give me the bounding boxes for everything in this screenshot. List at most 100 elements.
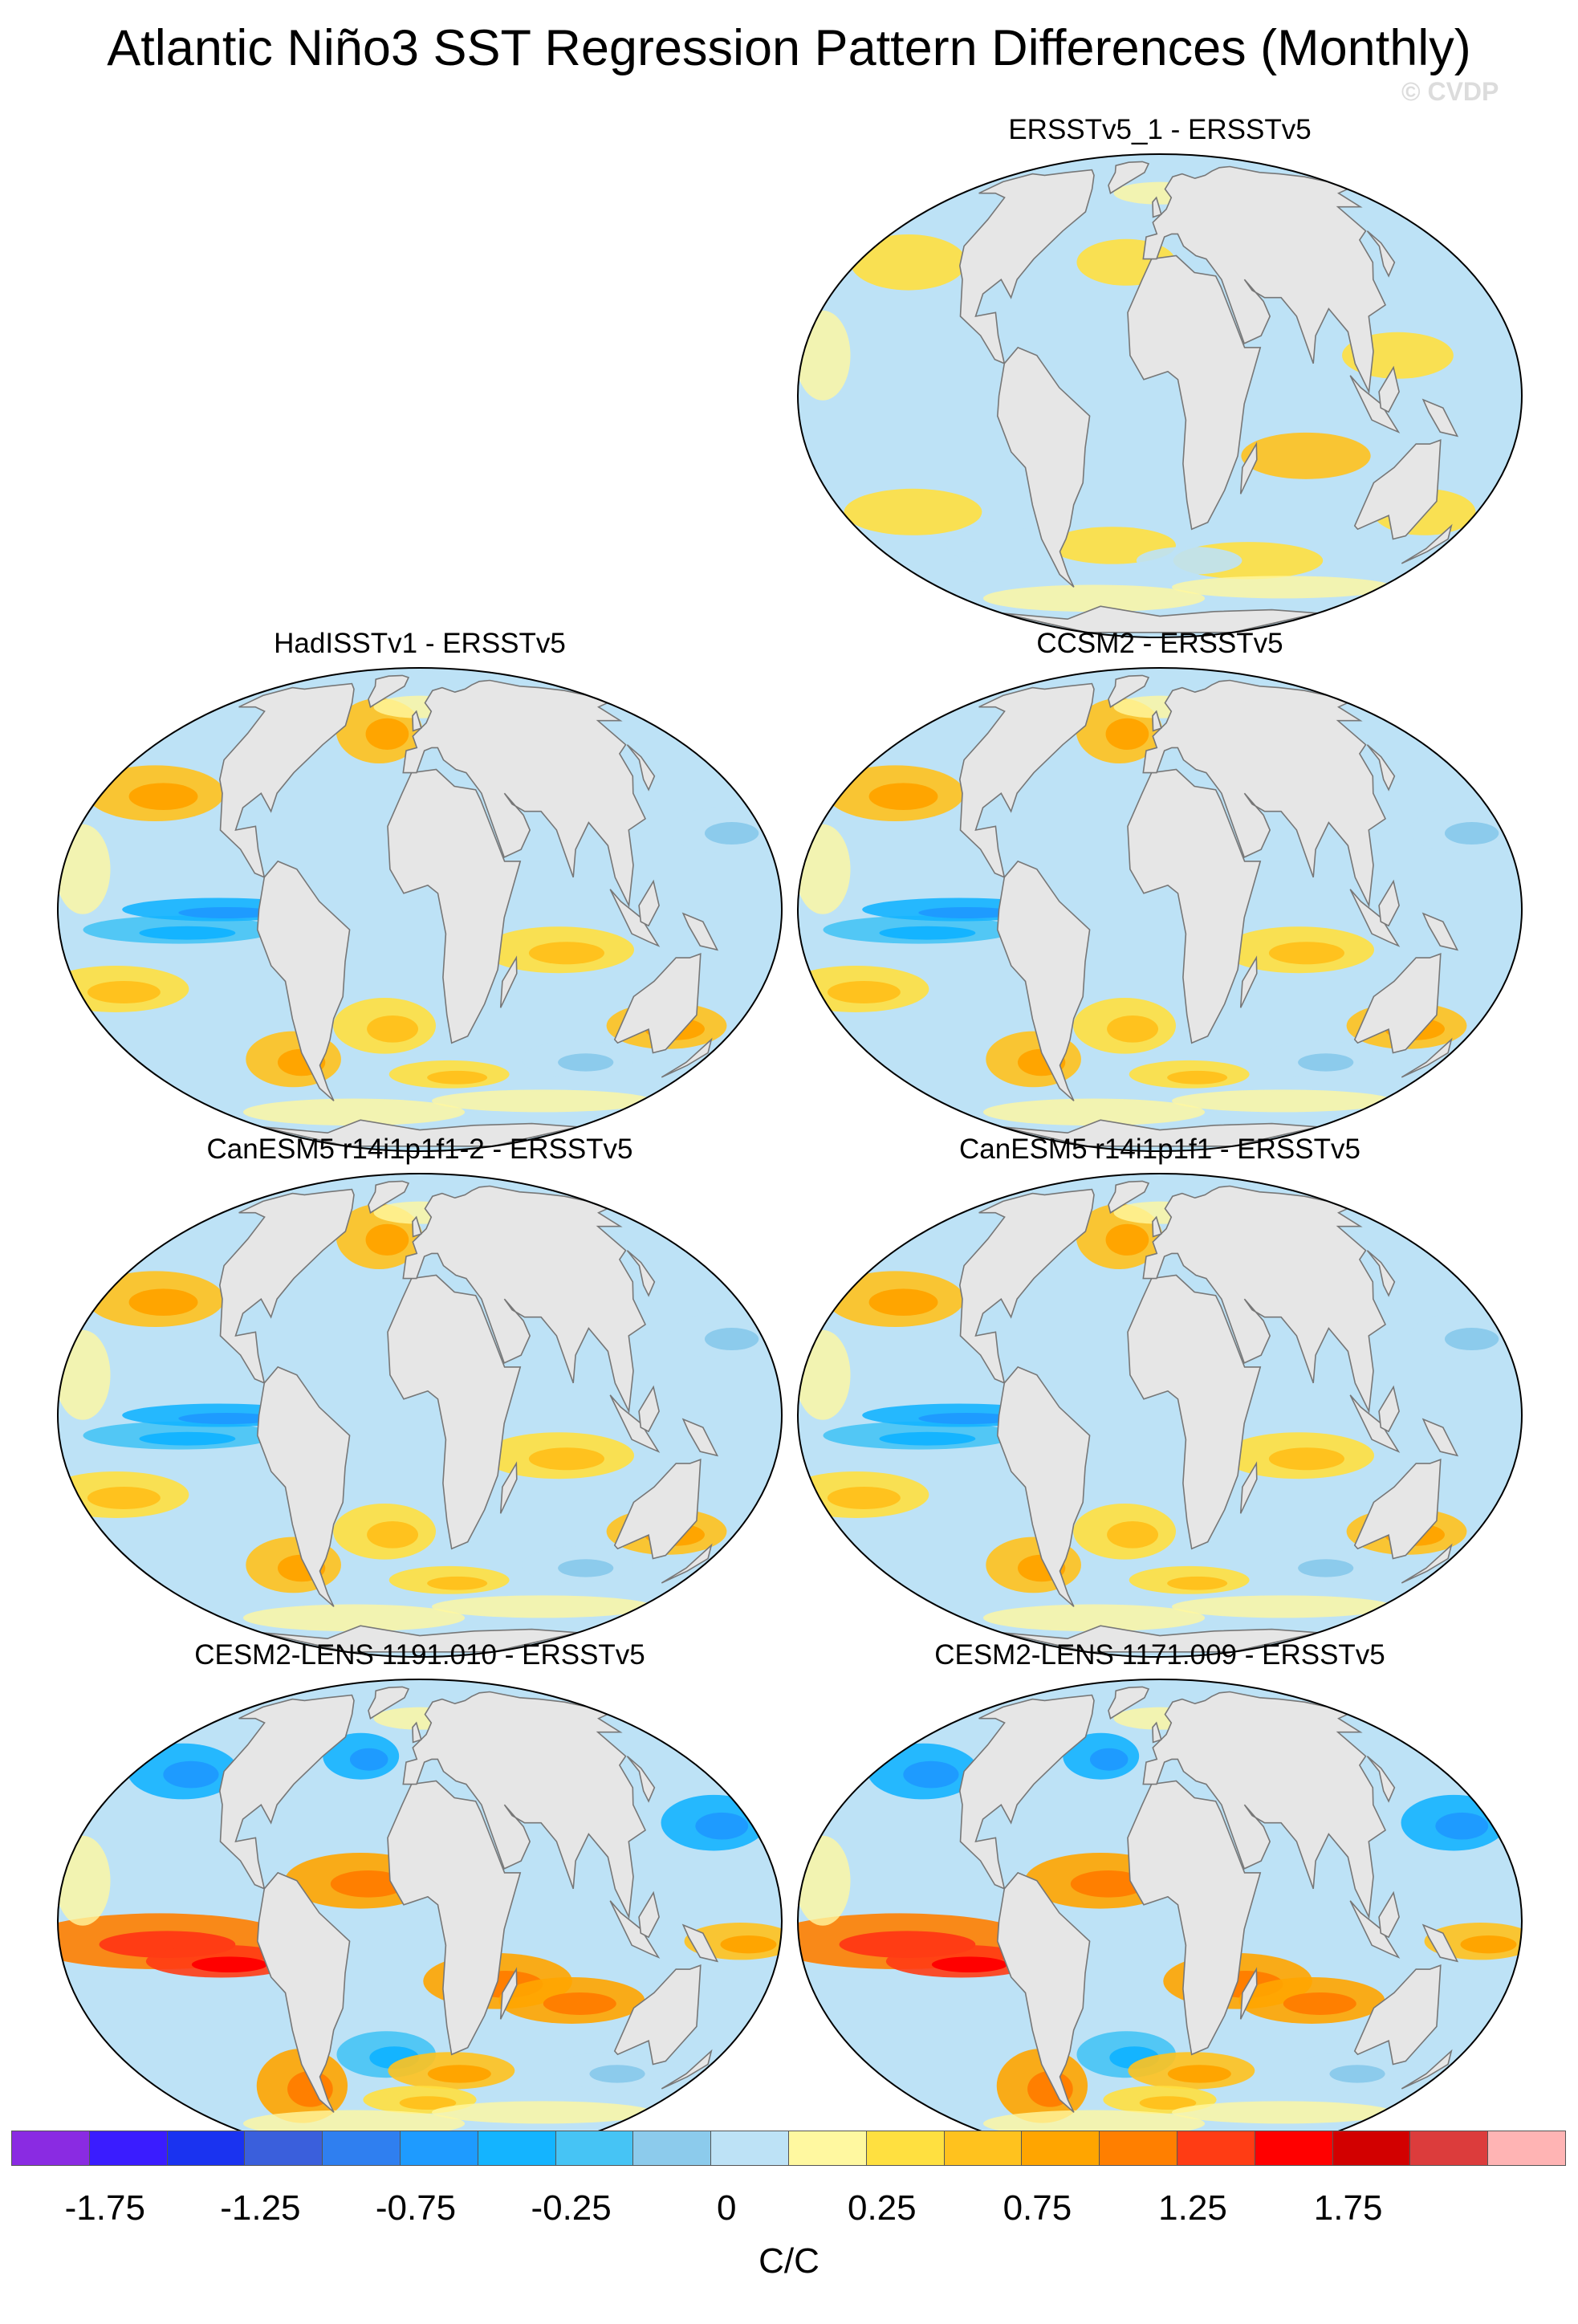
land-australia (613, 1459, 702, 1560)
copyright-watermark: © CVDP (1401, 77, 1499, 106)
anomaly-patch (432, 1089, 654, 1113)
land-britain (1152, 1721, 1162, 1744)
land-africa (1127, 254, 1262, 531)
map-cesm2-lens-1191 (57, 1679, 783, 2163)
anomaly-core (163, 1760, 219, 1789)
map-panel-5: CanESM5 r14i1p1f1 - ERSSTv5 (795, 1134, 1525, 1663)
colorbar-swatch (1254, 2131, 1333, 2166)
land-northAmerica (218, 1188, 355, 1385)
land-eurasia (1142, 1185, 1387, 1414)
panel-title: CESM2-LENS 1171.009 - ERSSTv5 (934, 1639, 1385, 1671)
land-greenland (1108, 161, 1150, 194)
land-southAmerica (256, 1366, 351, 1607)
anomaly-core (528, 942, 604, 965)
anomaly-core (1107, 1015, 1159, 1043)
colorbar-tick-label: -1.25 (220, 2188, 301, 2228)
anomaly-patch (983, 584, 1206, 613)
anomaly-core (1460, 1935, 1517, 1954)
anomaly-core (1298, 1053, 1354, 1072)
land-antarctica (1001, 605, 1319, 633)
anomaly-core (1268, 942, 1344, 965)
anomaly-core (1089, 1748, 1129, 1771)
land-newZealand (1401, 1037, 1453, 1078)
figure-title: Atlantic Niño3 SST Regression Pattern Di… (107, 20, 1471, 76)
colorbar-swatch (1487, 2131, 1566, 2166)
land-indonesia (609, 889, 661, 947)
land-antarctica (1001, 1625, 1319, 1653)
land-africa (1127, 1274, 1262, 1550)
anomaly-core (868, 783, 938, 810)
anomaly-core (879, 1431, 976, 1446)
panel-title: CCSM2 - ERSSTv5 (1036, 628, 1283, 659)
land-borneo (1378, 365, 1400, 413)
land-newGuinea (1421, 912, 1459, 951)
land-britain (412, 1215, 422, 1238)
anomaly-core (427, 1070, 488, 1085)
anomaly-core (427, 2065, 491, 2083)
land-northAmerica (218, 682, 355, 879)
colorbar-swatch (166, 2131, 246, 2166)
anomaly-patch (1172, 2101, 1394, 2124)
land-africa (387, 1780, 522, 2056)
panel-title: CESM2-LENS 1191.010 - ERSSTv5 (194, 1639, 645, 1671)
land-newGuinea (1421, 398, 1459, 438)
anomaly-patch (1172, 1595, 1394, 1618)
colorbar-tick-label: -1.75 (64, 2188, 145, 2228)
land-indonesia (1349, 375, 1401, 433)
land-southAmerica (256, 860, 351, 1101)
land-southAmerica (996, 1366, 1091, 1607)
colorbar-swatch (1332, 2131, 1411, 2166)
land-borneo (1378, 1891, 1400, 1939)
land-greenland (1108, 1180, 1150, 1214)
land-southAmerica (996, 1871, 1091, 2113)
anomaly-core (827, 1486, 901, 1509)
anomaly-core (528, 1447, 604, 1471)
land-japan (1366, 230, 1396, 278)
colorbar-swatch (710, 2131, 789, 2166)
anomaly-core (1139, 2096, 1197, 2110)
land-northAmerica (958, 169, 1095, 365)
land-africa (1127, 768, 1262, 1044)
colorbar-swatch (244, 2131, 323, 2166)
land-eurasia (1142, 1691, 1387, 1919)
map-ersstv5-1 (797, 153, 1523, 638)
colorbar-tick-label: 0 (716, 2188, 737, 2228)
land-newGuinea (681, 912, 719, 951)
land-indonesia (1349, 1900, 1401, 1959)
colorbar-swatch (1099, 2131, 1177, 2166)
land-africa (1127, 1780, 1262, 2056)
land-borneo (638, 1385, 660, 1433)
land-antarctica (1001, 1119, 1319, 1147)
land-antarctica (261, 1119, 579, 1147)
land-indonesia (609, 1900, 661, 1959)
land-newGuinea (681, 1923, 719, 1963)
map-border (797, 667, 1523, 1152)
land-eurasia (402, 1185, 647, 1414)
anomaly-core (191, 1956, 268, 1973)
land-greenland (368, 1686, 410, 1720)
anomaly-core (1435, 1812, 1489, 1840)
anomaly-patch (983, 1098, 1206, 1126)
anomaly-core (704, 822, 759, 845)
land-britain (1152, 710, 1162, 732)
land-newGuinea (1421, 1923, 1459, 1963)
land-antarctica (261, 1625, 579, 1653)
anomaly-core (1070, 1870, 1146, 1898)
anomaly-core (1167, 2065, 1231, 2083)
anomaly-patch (243, 2110, 466, 2138)
land-madagascar (1239, 442, 1258, 495)
land-southAmerica (996, 860, 1091, 1101)
colorbar-swatch (1021, 2131, 1100, 2166)
colorbar-tick-label: -0.75 (375, 2188, 457, 2228)
colorbar-swatch (477, 2131, 556, 2166)
land-africa (387, 768, 522, 1044)
land-madagascar (499, 955, 518, 1008)
anomaly-core (918, 907, 1015, 918)
colorbar-swatch (88, 2131, 168, 2166)
land-newGuinea (681, 1418, 719, 1457)
anomaly-core (128, 1288, 198, 1316)
anomaly-patch (1172, 576, 1394, 599)
land-northAmerica (218, 1694, 355, 1891)
anomaly-core (367, 1521, 419, 1549)
anomaly-region (1241, 432, 1371, 479)
